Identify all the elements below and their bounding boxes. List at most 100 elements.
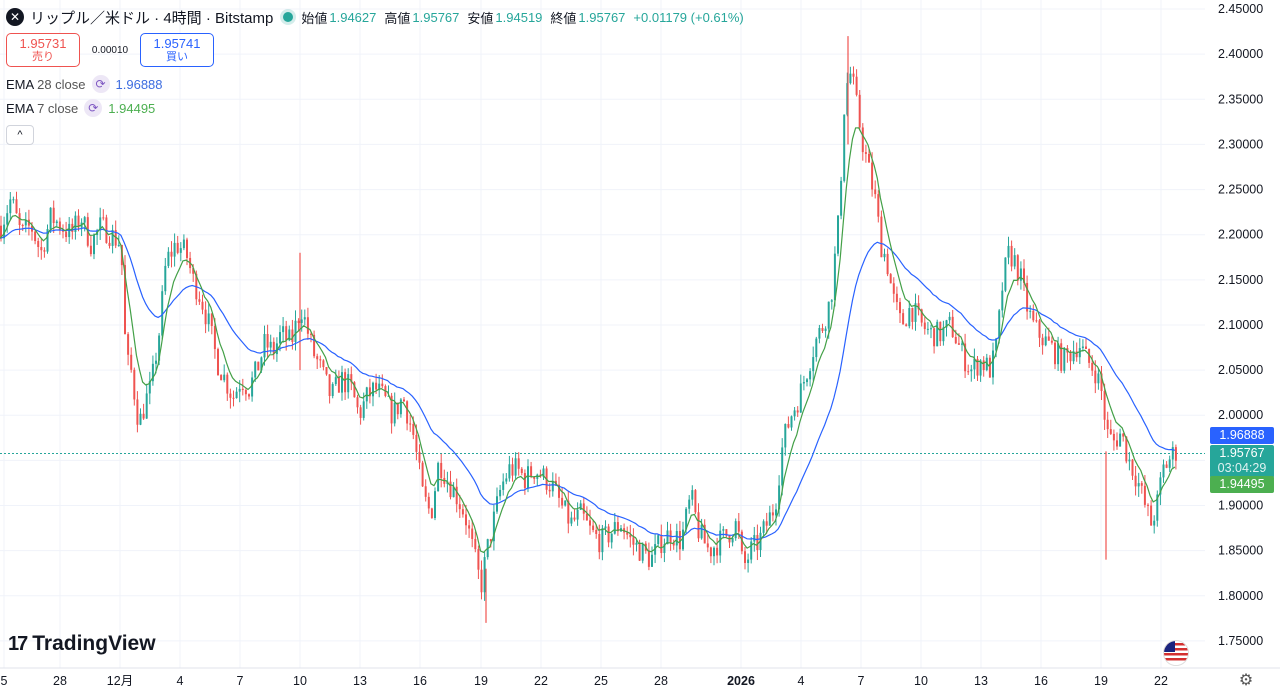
candle-body bbox=[793, 410, 796, 417]
candle-body bbox=[232, 397, 235, 399]
candle-body bbox=[136, 399, 139, 425]
candle-body bbox=[24, 219, 27, 226]
candle-body bbox=[213, 326, 216, 350]
candle-body bbox=[468, 525, 471, 529]
x-tick-label: 22 bbox=[1154, 674, 1168, 688]
buy-button[interactable]: 1.95741 買い bbox=[140, 33, 214, 67]
candle-body bbox=[55, 221, 58, 224]
candle-body bbox=[471, 528, 474, 539]
candle-body bbox=[145, 393, 148, 419]
symbol-title[interactable]: リップル／米ドル · 4時間 · Bitstamp bbox=[30, 9, 274, 27]
candle-body bbox=[1131, 459, 1134, 476]
logo-text: TradingView bbox=[32, 632, 156, 655]
candle-body bbox=[753, 534, 756, 542]
indicator-value: 1.94495 bbox=[108, 100, 156, 116]
candle-body bbox=[344, 372, 347, 393]
candle-body bbox=[399, 399, 402, 415]
candle-body bbox=[288, 329, 291, 341]
candle-body bbox=[130, 354, 133, 370]
candle-body bbox=[220, 375, 223, 381]
x-tick-label: 28 bbox=[53, 674, 67, 688]
candle-body bbox=[864, 152, 867, 154]
candle-body bbox=[155, 360, 157, 364]
candle-body bbox=[1150, 505, 1153, 526]
refresh-icon[interactable]: ⟳ bbox=[91, 75, 110, 93]
collapse-indicators-button[interactable]: ^ bbox=[6, 125, 34, 145]
last-price-label: 1.95767 03:04:29 bbox=[1210, 445, 1274, 478]
candle-body bbox=[908, 308, 911, 327]
candle-body bbox=[713, 547, 715, 557]
candle-body bbox=[930, 328, 932, 330]
candle-body bbox=[784, 423, 787, 448]
candle-body bbox=[1097, 373, 1100, 384]
candle-body bbox=[409, 423, 412, 425]
candle-body bbox=[489, 539, 492, 542]
candle-body bbox=[257, 361, 260, 371]
candle-body bbox=[874, 189, 877, 195]
candle-body bbox=[306, 317, 309, 334]
candle-body bbox=[492, 511, 495, 542]
candle-body bbox=[855, 76, 858, 95]
candle-body bbox=[1106, 419, 1109, 430]
candle-body bbox=[948, 316, 951, 321]
candle-body bbox=[957, 343, 960, 345]
candle-body bbox=[1060, 343, 1063, 371]
us-flag-icon[interactable] bbox=[1163, 640, 1189, 666]
buy-price: 1.95741 bbox=[153, 36, 201, 51]
candle-body bbox=[1085, 346, 1087, 349]
candle-body bbox=[229, 393, 232, 398]
candle-body bbox=[21, 224, 24, 226]
candle-body bbox=[83, 217, 86, 223]
candle-body bbox=[744, 551, 746, 564]
candle-body bbox=[967, 371, 970, 373]
y-tick-label: 2.40000 bbox=[1218, 47, 1263, 61]
candle-body bbox=[424, 486, 427, 497]
candle-body bbox=[812, 357, 815, 372]
candle-body bbox=[254, 361, 257, 378]
candle-body bbox=[300, 319, 303, 323]
candle-body bbox=[706, 543, 709, 548]
candle-body bbox=[709, 547, 712, 557]
candle-body bbox=[579, 503, 582, 510]
candle-body bbox=[158, 335, 161, 361]
refresh-icon[interactable]: ⟳ bbox=[84, 99, 103, 117]
candle-body bbox=[951, 316, 954, 337]
candle-body bbox=[589, 520, 591, 526]
candle-body bbox=[1109, 429, 1112, 434]
candle-body bbox=[626, 532, 629, 535]
candle-body bbox=[629, 534, 632, 538]
candle-body bbox=[223, 374, 226, 381]
candle-body bbox=[1094, 370, 1097, 384]
tradingview-logo[interactable]: 17 TradingView bbox=[8, 632, 156, 656]
indicator-ema28[interactable]: EMA 28 close ⟳ 1.96888 bbox=[6, 74, 163, 94]
candle-body bbox=[313, 334, 316, 357]
candle-body bbox=[564, 500, 567, 506]
candle-body bbox=[458, 504, 461, 510]
candle-body bbox=[551, 480, 554, 492]
candle-body bbox=[359, 407, 362, 418]
candle-body bbox=[275, 343, 278, 355]
candle-body bbox=[297, 320, 300, 323]
candle-body bbox=[325, 367, 328, 375]
candle-body bbox=[914, 303, 917, 322]
candle-body bbox=[319, 359, 322, 361]
candle-body bbox=[1137, 483, 1140, 487]
candle-body bbox=[976, 358, 979, 376]
candle-body bbox=[421, 462, 424, 487]
settings-gear-icon[interactable]: ⚙ bbox=[1238, 672, 1254, 689]
candle-body bbox=[241, 388, 244, 390]
candle-body bbox=[613, 522, 616, 534]
candle-body bbox=[207, 313, 210, 325]
close-x-icon[interactable]: ✕ bbox=[6, 8, 24, 26]
sell-button[interactable]: 1.95731 売り bbox=[6, 33, 80, 67]
indicator-ema7[interactable]: EMA 7 close ⟳ 1.94495 bbox=[6, 98, 155, 118]
candle-body bbox=[372, 382, 374, 397]
candle-body bbox=[558, 484, 560, 498]
candle-body bbox=[393, 402, 396, 424]
live-status-icon bbox=[283, 12, 294, 22]
candle-body bbox=[1147, 504, 1149, 506]
low-value: 1.94519 bbox=[495, 9, 543, 25]
ema7-line bbox=[0, 127, 1176, 554]
candle-body bbox=[517, 458, 520, 469]
